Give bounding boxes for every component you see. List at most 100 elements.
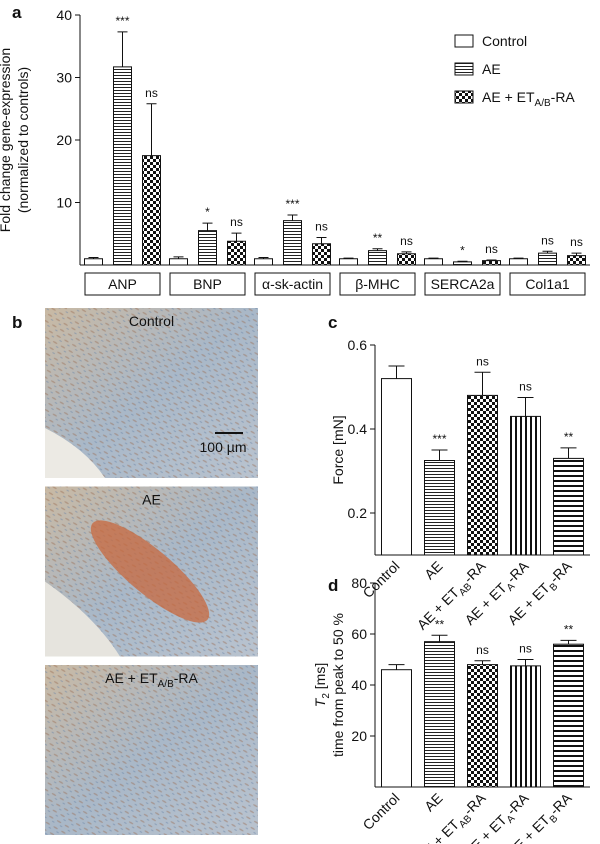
y-label-line: time from peak to 50 % <box>330 613 346 757</box>
text-run: T <box>312 697 328 707</box>
error-bar <box>343 257 354 259</box>
error-bar <box>517 659 534 666</box>
subscript: 2 <box>321 693 332 699</box>
category-box <box>339 272 416 296</box>
error-bar <box>560 447 577 459</box>
text-run: AE + ET <box>482 89 535 105</box>
category-box <box>169 272 246 296</box>
x-tick-label: ANP <box>108 276 137 292</box>
significance: ns <box>230 215 243 229</box>
y-tick-label: 20 <box>56 132 72 148</box>
error-bar <box>428 257 439 259</box>
y-label-line: Fold change gene-expression <box>0 48 13 232</box>
error-bar <box>88 257 99 259</box>
error-bar <box>486 259 497 261</box>
y-label-line: T2 [ms] <box>312 663 332 707</box>
y-tick-label: 30 <box>56 70 72 86</box>
x-tick-label: α-sk-actin <box>262 276 323 292</box>
image-label: Control <box>129 313 174 329</box>
bar <box>510 415 541 556</box>
significance: ** <box>435 617 445 631</box>
text-run: AE + ET <box>105 670 158 686</box>
category-box <box>84 272 161 296</box>
legend-label: Control <box>482 33 527 49</box>
error-bar <box>542 250 553 254</box>
legend-swatch <box>454 62 474 76</box>
legend-swatch <box>454 90 474 104</box>
significance: ns <box>400 234 413 248</box>
panel-letter: d <box>328 576 338 595</box>
bar <box>509 258 528 266</box>
y-tick-label: 80 <box>351 575 367 591</box>
panel-letter: a <box>12 3 22 22</box>
bar <box>467 664 498 788</box>
error-bar <box>388 664 405 670</box>
error-bar <box>173 256 184 259</box>
bar <box>381 669 412 788</box>
bar <box>254 258 273 266</box>
micrograph: AE + ETA/B-RA <box>45 665 258 835</box>
bar <box>482 260 501 266</box>
bar <box>567 255 586 266</box>
x-tick-label: Col1a1 <box>525 276 570 292</box>
error-bar <box>117 31 128 67</box>
error-bar <box>388 365 405 379</box>
stained-region <box>90 520 210 623</box>
x-tick-label: BNP <box>193 276 222 292</box>
y-label: T2 [ms] time from peak to 50 % <box>312 613 346 757</box>
y-tick-label: 60 <box>351 626 367 642</box>
bar <box>553 457 584 556</box>
y-label: Force [mN] <box>330 415 346 484</box>
significance: * <box>460 243 465 257</box>
text-run: -RA <box>551 89 576 105</box>
text-run: -RA <box>460 557 489 586</box>
bar <box>142 155 161 266</box>
panel-letter: b <box>12 313 22 332</box>
y-tick-label: 0.4 <box>348 421 368 437</box>
panel: d 20 40 60 80 T2 [ms] time from peak to 50 % Co… <box>312 575 590 844</box>
y-tick-label: 40 <box>56 7 72 23</box>
lumen <box>45 428 105 478</box>
text-run: -RA <box>174 670 199 686</box>
significance: ns <box>519 380 532 394</box>
error-bar <box>258 257 269 259</box>
micrograph: AE <box>45 486 258 657</box>
significance: ns <box>541 233 554 247</box>
significance: ns <box>476 354 489 368</box>
category-box <box>509 272 586 296</box>
category-box <box>424 272 501 296</box>
image-label: AE + ETA/B-RA <box>105 670 198 690</box>
bar <box>368 250 387 266</box>
significance: ** <box>564 622 574 636</box>
text-run: -RA <box>546 557 575 586</box>
bar <box>424 258 443 266</box>
y-label-line: Force [mN] <box>330 415 346 484</box>
significance: *** <box>432 432 446 446</box>
subscript: A/B <box>535 98 551 109</box>
lumen <box>45 581 120 657</box>
y-tick-label: 10 <box>56 195 72 211</box>
error-bar <box>401 251 412 254</box>
significance: ns <box>476 643 489 657</box>
text-run: -RA <box>460 789 489 818</box>
bar <box>227 240 246 266</box>
legend-label: AE + ETA/B-RA <box>482 89 575 109</box>
error-bar <box>513 257 524 259</box>
significance: ** <box>373 231 383 245</box>
bar <box>339 258 358 266</box>
x-tick-label: AE <box>421 558 446 583</box>
scale-bar-label: 100 µm <box>200 439 247 455</box>
panel: a 10 20 30 40 Fold change gene-expression (nor… <box>0 3 590 296</box>
bar <box>169 258 188 266</box>
error-bar <box>146 103 157 156</box>
significance: ns <box>315 220 328 234</box>
significance: ** <box>564 430 574 444</box>
error-bar <box>457 260 468 262</box>
category-box <box>254 272 331 296</box>
bar <box>424 641 455 788</box>
image-label: AE <box>142 492 161 508</box>
error-bar <box>517 397 534 417</box>
panel: b Control 100 µm AE AE + ETA/B-RA <box>12 308 258 835</box>
bar <box>312 243 331 266</box>
